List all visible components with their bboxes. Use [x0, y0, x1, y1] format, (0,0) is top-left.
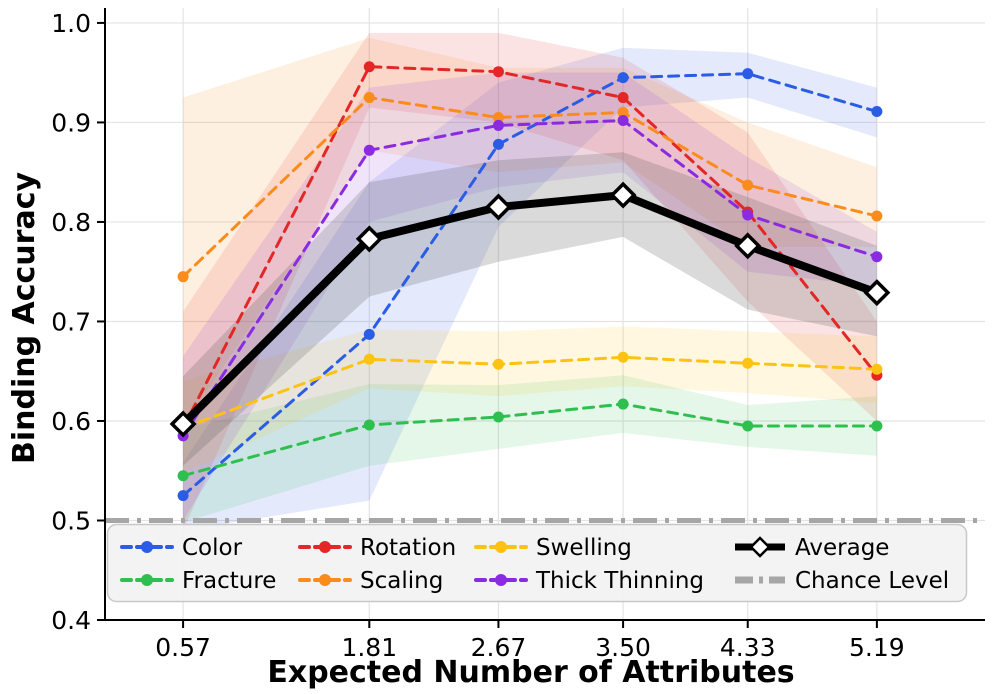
data-point-fracture — [363, 419, 375, 431]
legend-dot-rotation-icon — [319, 541, 331, 553]
legend-label-thick-thinning: Thick Thinning — [535, 568, 704, 594]
y-axis-title: Binding Accuracy — [7, 172, 42, 465]
series-line-rotation — [181, 65, 879, 430]
confidence-band-thick-thinning — [183, 72, 877, 521]
data-point-swelling — [617, 351, 629, 363]
data-point-color — [742, 68, 754, 80]
legend-item-rotation: Rotation — [298, 535, 456, 561]
data-point-color — [492, 138, 504, 150]
y-tick-label: 1.0 — [51, 9, 91, 38]
legend-item-swelling: Swelling — [474, 535, 632, 561]
data-point-swelling — [871, 363, 883, 375]
data-point-fracture — [871, 420, 883, 432]
y-tick-label: 0.9 — [51, 108, 91, 137]
y-tick-label: 0.4 — [51, 606, 91, 635]
confidence-band-color — [183, 47, 877, 531]
x-tick-label: 0.57 — [155, 633, 211, 662]
series-markers-scaling — [177, 92, 883, 283]
data-point-color — [363, 328, 375, 340]
data-point-color — [177, 490, 189, 502]
data-point-color — [871, 105, 883, 117]
x-tick-label: 2.67 — [471, 633, 527, 662]
series-lines — [169, 61, 891, 502]
confidence-bands — [183, 32, 877, 531]
tick-labels: 0.4 0.5 0.6 0.7 0.8 0.9 1.0 0.57 1.81 2.67 3.50 4.3… — [51, 9, 904, 662]
data-point-fracture — [617, 398, 629, 410]
data-point-scaling — [177, 271, 189, 283]
data-point-swelling — [363, 353, 375, 365]
data-point-fracture — [742, 420, 754, 432]
axes-spines-ticks — [97, 8, 985, 628]
legend-item-thick-thinning: Thick Thinning — [474, 568, 704, 594]
confidence-band-swelling — [183, 326, 877, 473]
average-diamond-marker — [609, 181, 637, 209]
data-point-thick-thinning — [492, 119, 504, 131]
confidence-band-scaling — [183, 37, 877, 426]
legend-dot-fracture-icon — [141, 574, 153, 586]
data-point-fracture — [492, 411, 504, 423]
y-tick-label: 0.6 — [51, 407, 91, 436]
data-point-swelling — [492, 358, 504, 370]
legend-label-rotation: Rotation — [360, 535, 456, 561]
y-tick-label: 0.7 — [51, 307, 91, 336]
x-axis-title: Expected Number of Attributes — [267, 655, 794, 690]
x-tick-label: 3.50 — [595, 633, 651, 662]
legend-item-average: Average — [735, 535, 889, 561]
average-diamond-marker — [484, 193, 512, 221]
series-markers-average — [169, 181, 891, 438]
series-line-average — [179, 191, 881, 428]
legend-dot-swelling-icon — [495, 541, 507, 553]
data-point-swelling — [742, 357, 754, 369]
series-line-thick-thinning — [181, 118, 879, 438]
legend-label-fracture: Fracture — [182, 568, 276, 594]
legend-dot-thick-thinning-icon — [495, 574, 507, 586]
legend-label-scaling: Scaling — [360, 568, 443, 594]
data-point-scaling — [871, 210, 883, 222]
data-point-thick-thinning — [742, 209, 754, 221]
data-point-scaling — [363, 92, 375, 104]
average-diamond-marker — [734, 232, 762, 260]
data-point-rotation — [617, 92, 629, 104]
y-tick-label: 0.8 — [51, 208, 91, 237]
series-line-swelling — [181, 355, 879, 430]
legend-dot-color-icon — [141, 541, 153, 553]
series-markers-fracture — [177, 398, 883, 482]
data-point-color — [617, 72, 629, 84]
legend-item-chance-level: Chance Level — [735, 568, 949, 594]
series-line-fracture — [181, 402, 879, 478]
average-diamond-marker — [355, 225, 383, 253]
legend-item-scaling: Scaling — [298, 568, 443, 594]
legend-label-chance-level: Chance Level — [795, 568, 949, 594]
legend-dot-scaling-icon — [319, 574, 331, 586]
data-point-thick-thinning — [363, 144, 375, 156]
confidence-band-rotation — [183, 32, 877, 531]
legend-label-color: Color — [182, 535, 243, 561]
data-point-scaling — [492, 111, 504, 123]
data-point-scaling — [617, 106, 629, 118]
x-tick-label: 1.81 — [341, 633, 397, 662]
x-tick-label: 4.33 — [720, 633, 776, 662]
legend-item-color: Color — [120, 535, 243, 561]
data-point-fracture — [177, 470, 189, 482]
data-point-thick-thinning — [617, 114, 629, 126]
series-line-color — [181, 72, 879, 498]
x-tick-label: 5.19 — [849, 633, 905, 662]
average-diamond-marker — [863, 279, 891, 307]
series-line-scaling — [181, 96, 879, 279]
legend-item-fracture: Fracture — [120, 568, 276, 594]
data-point-rotation — [492, 66, 504, 78]
data-point-thick-thinning — [871, 251, 883, 263]
data-point-scaling — [742, 179, 754, 191]
y-tick-label: 0.5 — [51, 506, 91, 535]
legend-label-average: Average — [795, 535, 889, 561]
confidence-band-fracture — [183, 375, 877, 523]
legend: Color Rotation Swelling Average Fracture Scal… — [106, 523, 968, 603]
data-point-rotation — [363, 61, 375, 73]
series-markers-color — [177, 68, 883, 502]
average-diamond-marker — [169, 410, 197, 438]
legend-label-swelling: Swelling — [536, 535, 632, 561]
legend-diamond-icon — [749, 536, 771, 558]
